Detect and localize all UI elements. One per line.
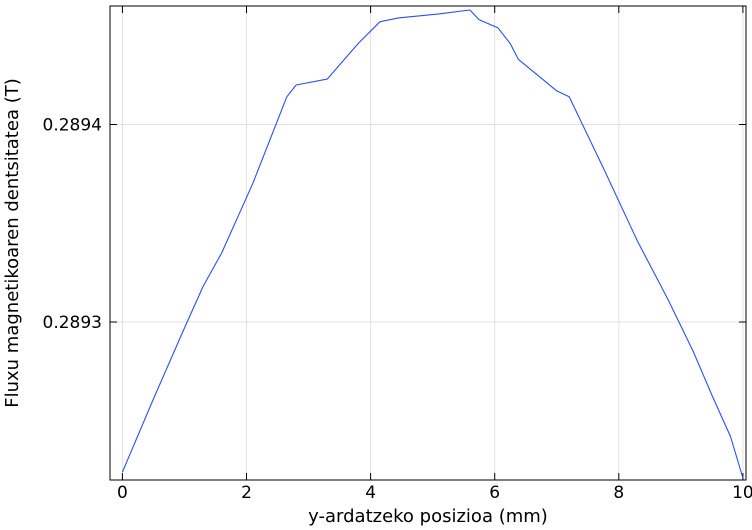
x-tick-label: 8 <box>613 483 624 503</box>
x-tick-label: 2 <box>241 483 252 503</box>
series-line <box>121 9 744 479</box>
x-tick-label: 6 <box>489 483 500 503</box>
axis-ticks <box>110 6 746 480</box>
x-axis-title: y-ardatzeko posizioa (mm) <box>308 506 548 527</box>
plot-area-frame <box>109 5 747 481</box>
grid <box>110 6 746 480</box>
x-tick-label: 4 <box>365 483 376 503</box>
x-tick-label: 0 <box>117 483 128 503</box>
y-tick-label: 0.2894 <box>43 116 102 136</box>
y-axis-title: Fluxu magnetikoaren dentsitatea (T) <box>2 78 23 407</box>
tick-labels: 0 2 4 6 8 10 0.2893 0.2894 <box>43 116 752 504</box>
y-tick-label: 0.2893 <box>43 313 102 333</box>
x-tick-label: 10 <box>732 483 752 503</box>
series <box>121 9 744 479</box>
